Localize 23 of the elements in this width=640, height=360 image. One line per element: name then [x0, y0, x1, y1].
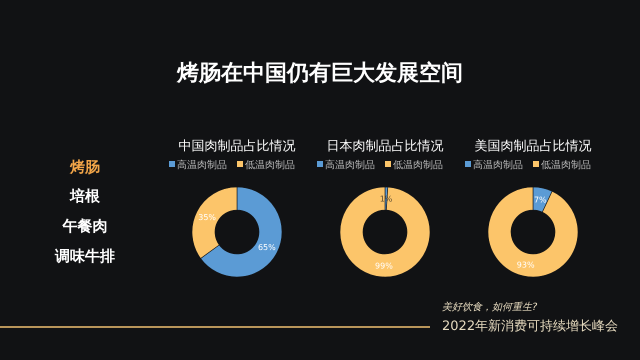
text: 培根 — [69, 187, 101, 205]
text: 美好饮食，如何重生? — [442, 301, 538, 313]
donut-slice — [488, 186, 578, 278]
text: 午餐肉 — [62, 217, 108, 235]
chart-title: 美国肉制品占比情况 — [474, 138, 592, 154]
legend-label: 高温肉制品 — [325, 159, 375, 171]
text: 调味牛排 — [54, 247, 115, 265]
data-label: 7% — [534, 195, 548, 204]
legend-label: 低温肉制品 — [393, 159, 443, 171]
data-label: 65% — [258, 243, 276, 252]
data-label: 93% — [516, 260, 535, 270]
data-label: 35% — [198, 212, 216, 222]
legend-label: 低温肉制品 — [541, 159, 591, 171]
donut-slice — [340, 186, 430, 278]
text: 2022年新消费可持续增长峰会 — [442, 319, 618, 334]
text: 烤肠 — [69, 158, 100, 176]
data-label: 99% — [375, 261, 394, 270]
legend-label: 高温肉制品 — [473, 159, 523, 171]
legend-label: 高温肉制品 — [177, 159, 227, 171]
legend-label: 低温肉制品 — [245, 159, 295, 171]
chart-title: 中国肉制品占比情况 — [178, 139, 296, 154]
chart-title: 日本肉制品占比情况 — [326, 139, 444, 154]
text: 烤肠在中国仍有巨大发展空间 — [176, 60, 463, 86]
